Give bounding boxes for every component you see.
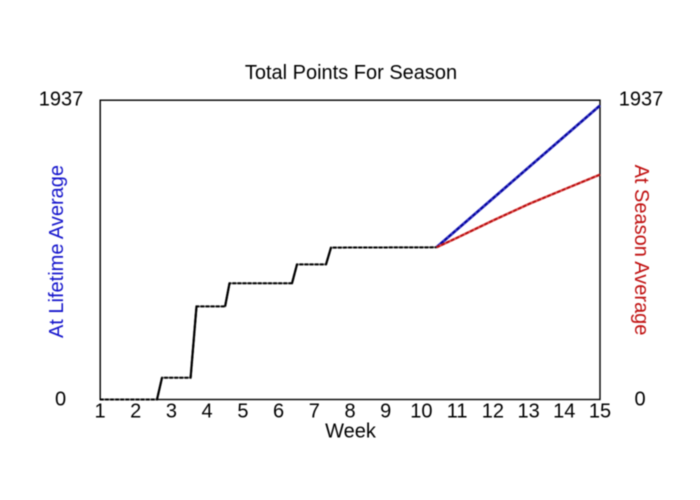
svg-text:13: 13 (517, 400, 539, 422)
svg-text:12: 12 (482, 400, 504, 422)
svg-text:At Season Average: At Season Average (630, 165, 652, 336)
svg-text:11: 11 (447, 400, 468, 422)
svg-text:6: 6 (273, 400, 284, 422)
svg-text:Week: Week (325, 421, 377, 443)
svg-text:1: 1 (94, 400, 105, 422)
svg-text:2: 2 (130, 400, 141, 422)
svg-text:Total Points For Season: Total Points For Season (245, 62, 457, 84)
svg-text:9: 9 (380, 400, 391, 422)
svg-text:4: 4 (202, 400, 213, 422)
svg-text:10: 10 (410, 400, 432, 422)
svg-text:0: 0 (634, 389, 645, 411)
svg-text:15: 15 (589, 400, 611, 422)
svg-text:3: 3 (166, 400, 177, 422)
svg-text:At Lifetime Average: At Lifetime Average (46, 165, 68, 338)
svg-text:1937: 1937 (39, 89, 84, 111)
svg-text:0: 0 (55, 389, 66, 411)
svg-text:5: 5 (237, 400, 248, 422)
svg-text:8: 8 (344, 400, 355, 422)
svg-text:7: 7 (309, 400, 320, 422)
svg-text:14: 14 (553, 400, 575, 422)
svg-text:1937: 1937 (619, 89, 664, 111)
